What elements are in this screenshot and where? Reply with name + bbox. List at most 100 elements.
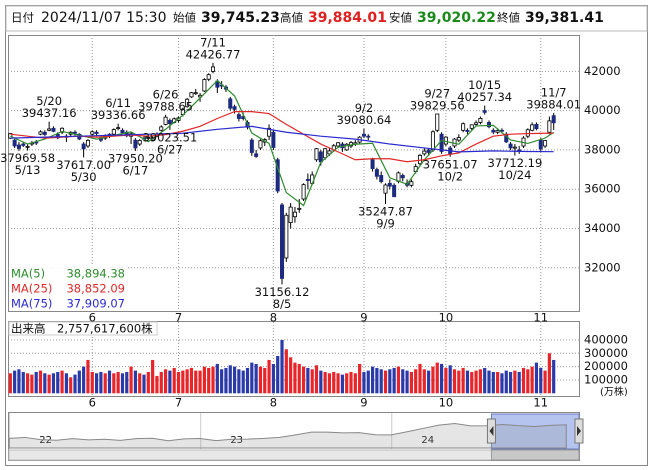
volume-bar (427, 370, 431, 394)
header-date: 2024/11/07 15:30 (41, 10, 167, 26)
volume-bar (189, 367, 194, 394)
annotation-date: 5/30 (71, 170, 97, 184)
header-bar (5, 5, 648, 32)
volume-bar (25, 373, 30, 394)
candle-body (288, 206, 293, 224)
candle-body (426, 149, 431, 153)
x-tick-label: 9 (360, 311, 367, 325)
volume-bar (146, 371, 150, 394)
header-high: 39,884.01 (308, 10, 387, 26)
candle-body (305, 178, 310, 181)
candle-body (236, 114, 241, 119)
candle-body (534, 123, 539, 130)
volume-bar (245, 367, 250, 394)
annotation-value: 37950.20 (108, 151, 163, 165)
volume-header (8, 321, 158, 336)
candle-body (185, 98, 190, 108)
navigator-selection[interactable] (490, 413, 580, 450)
volume-bar (47, 374, 51, 394)
volume-bar (470, 371, 474, 394)
annotation-date: 6/27 (157, 142, 183, 156)
volume-bar (237, 369, 241, 394)
volume-bar (491, 371, 495, 394)
volume-bar (504, 370, 508, 394)
annotation-date: 6/26 (153, 87, 179, 101)
volume-bar (483, 367, 487, 394)
candle-body (42, 131, 47, 135)
volume-bar (388, 369, 392, 394)
volume-bar (358, 363, 362, 394)
legend-value: 38,852.09 (66, 282, 125, 296)
ma-line (10, 111, 554, 163)
candle-body (163, 116, 168, 125)
volume-bar (82, 366, 86, 394)
candle-body (16, 144, 21, 149)
candle-body (202, 79, 207, 92)
header-open: 39,745.23 (201, 10, 280, 26)
volume-bar (112, 373, 116, 394)
candle-body (120, 129, 125, 134)
header-close: 39,381.41 (525, 10, 604, 26)
y-tick-label: 36000 (584, 182, 621, 196)
annotation-date: 5/13 (15, 163, 41, 177)
candle-body (374, 169, 379, 177)
candle-body (189, 92, 194, 98)
volume-bar (526, 369, 530, 394)
annotation-date: 9/9 (376, 216, 395, 230)
annotation-date: 10/2 (437, 169, 463, 183)
volume-bar (254, 363, 258, 394)
volume-bar (276, 355, 280, 394)
candle-body (38, 131, 43, 135)
candle-body (370, 159, 375, 170)
volume-bar (336, 373, 340, 394)
volume-bar (552, 359, 556, 394)
x-tick-label: 7 (175, 396, 182, 410)
volume-bar (43, 373, 47, 394)
annotation-date: 7/11 (200, 35, 226, 49)
volume-bar (500, 373, 504, 394)
candle-body (491, 129, 496, 133)
volume-bar (370, 366, 375, 394)
candle-body (336, 142, 341, 147)
annotation-value: 40257.34 (457, 90, 512, 104)
candle-body (314, 148, 319, 161)
volume-bar (465, 370, 470, 394)
annotation-date: 8/5 (273, 297, 292, 311)
volume-bar (452, 369, 457, 394)
candle-body (435, 113, 440, 131)
candle-body (116, 127, 121, 130)
volume-bar (539, 367, 543, 394)
candle-body (508, 143, 513, 149)
volume-bar (340, 374, 344, 394)
candle-body (387, 182, 392, 187)
volume-bar (314, 365, 319, 394)
volume-bar (280, 339, 284, 394)
volume-bar (478, 369, 482, 394)
volume-panel (8, 321, 580, 397)
candle-body (430, 131, 435, 151)
volume-bar (168, 370, 172, 394)
navigator-handle-arrow (489, 426, 494, 436)
volume-bar (17, 369, 21, 394)
volume-bar (181, 370, 185, 394)
volume-unit: (万株) (600, 385, 628, 398)
candle-body (327, 150, 332, 155)
header-label: 日付 (11, 11, 34, 25)
annotation-date: 10/24 (498, 168, 531, 182)
candle-body (469, 124, 474, 129)
candle-body (90, 131, 95, 135)
annotation-value: 37651.07 (423, 157, 478, 171)
volume-bar (60, 370, 64, 394)
volume-bar (508, 371, 513, 394)
y-tick-label: 38000 (584, 142, 621, 156)
legend-name: MA(25) (11, 282, 52, 296)
volume-bar (289, 357, 293, 394)
volume-bar (215, 363, 219, 394)
candle-body (366, 135, 371, 138)
volume-bar (64, 373, 68, 394)
volume-bar (228, 365, 232, 394)
volume-bar (383, 370, 388, 394)
scrollbar-thumb[interactable] (490, 449, 580, 461)
candle-body (47, 128, 52, 131)
x-tick-label: 8 (270, 311, 277, 325)
